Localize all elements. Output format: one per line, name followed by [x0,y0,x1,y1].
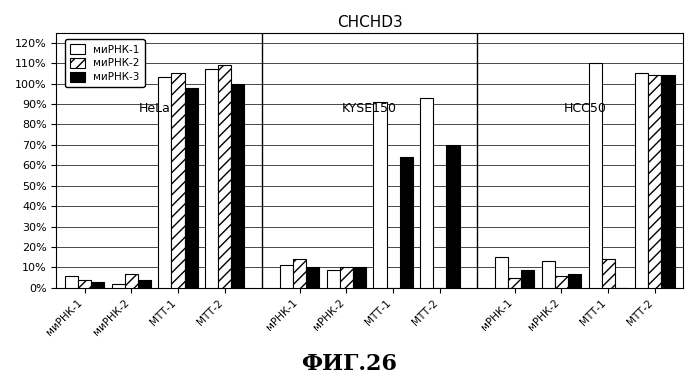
Bar [568,274,581,288]
Bar [125,274,138,288]
Text: HeLa: HeLa [139,102,170,114]
Bar [420,98,433,288]
Bar [602,259,615,288]
Text: HCC50: HCC50 [563,102,607,114]
Bar [138,280,151,288]
Bar [172,74,184,288]
Bar [353,268,366,288]
Bar [280,265,293,288]
Bar [91,282,104,288]
Bar [306,268,319,288]
Bar [400,157,413,288]
Bar [373,102,387,288]
Title: СНСНD3: СНСНD3 [337,15,403,30]
Bar [521,269,534,288]
Bar [447,145,459,288]
Bar [65,276,78,288]
Bar [184,88,198,288]
Bar [231,84,244,288]
Bar [588,63,602,288]
Bar [78,280,91,288]
Bar [340,268,353,288]
Bar [293,259,306,288]
Text: KYSE150: KYSE150 [342,102,397,114]
Bar [662,75,674,288]
Bar [218,65,231,288]
Bar [542,262,555,288]
Bar [112,284,125,288]
Text: ФИГ.26: ФИГ.26 [301,353,397,375]
Bar [327,269,340,288]
Bar [635,74,648,288]
Bar [555,276,568,288]
Bar [205,69,218,288]
Bar [495,257,508,288]
Legend: миРНК-1, миРНК-2, миРНК-3: миРНК-1, миРНК-2, миРНК-3 [65,39,144,87]
Bar [158,77,172,288]
Bar [508,278,521,288]
Bar [648,75,662,288]
